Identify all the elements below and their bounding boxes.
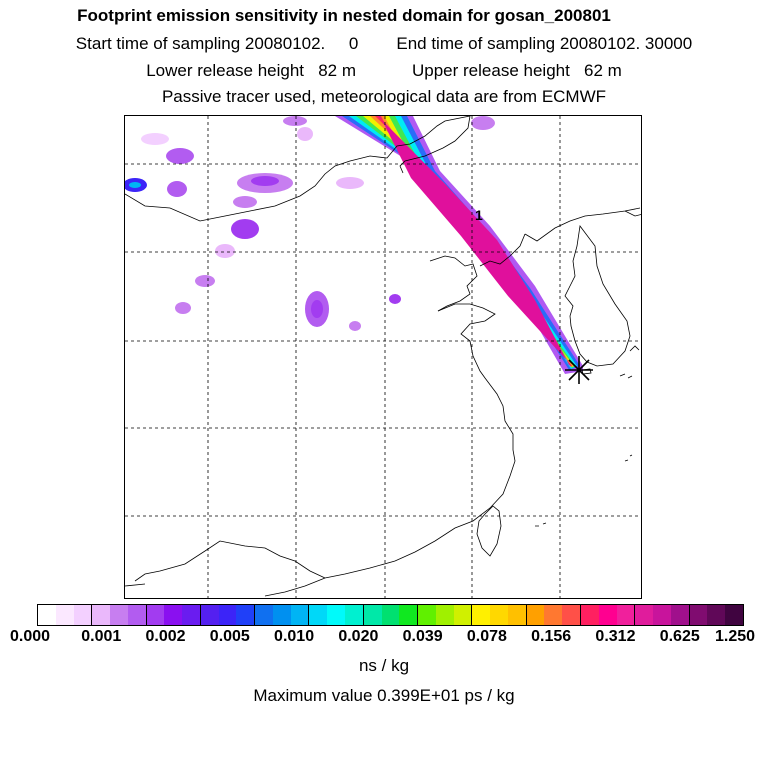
colorbar-swatch [490, 605, 508, 625]
colorbar-swatch [525, 605, 545, 625]
mongolia-border [125, 116, 471, 222]
japan-coast [624, 210, 641, 217]
colorbar-swatch [562, 605, 580, 625]
colorbar-swatch [199, 605, 219, 625]
release-height-line: Lower release height 82 m Upper release h… [0, 61, 768, 81]
colorbar-swatch [471, 605, 491, 625]
colorbar-swatch [254, 605, 273, 625]
lat-lon-grid [125, 116, 641, 598]
end-time-label: End time of sampling 20080102. 30000 [396, 34, 693, 53]
colorbar-swatch [544, 605, 563, 625]
colorbar-swatch [327, 605, 346, 625]
bohai-coast [429, 255, 478, 312]
colorbar-swatch [164, 605, 183, 625]
colorbar-swatch [399, 605, 418, 625]
colorbar-swatch [38, 605, 56, 625]
colorbar-swatch [688, 605, 708, 625]
footprint-map: 1 [124, 115, 642, 599]
colorbar-tick-label: 1.250 [714, 628, 756, 645]
colorbar-swatch [381, 605, 400, 625]
colorbar-swatch [236, 605, 255, 625]
liaodong-coast [479, 233, 526, 267]
colorbar-swatch [653, 605, 671, 625]
colorbar-swatch [127, 605, 146, 625]
colorbar-tick-label: 0.020 [338, 628, 379, 645]
colorbar-swatch [145, 605, 165, 625]
colorbar-swatch [598, 605, 617, 625]
colorbar-tick-label: 0.000 [9, 628, 51, 645]
colorbar-tick-label: 0.078 [466, 628, 507, 645]
colorbar-tick-label: 0.002 [145, 628, 186, 645]
taiwan [476, 505, 502, 557]
colorbar-swatch [435, 605, 454, 625]
colorbar-tick-labels: 0.000 0.001 0.002 0.005 0.010 0.020 0.039 0.078… [0, 628, 768, 650]
colorbar-swatch [218, 605, 237, 625]
footprint-plume [335, 116, 583, 374]
colorbar-tick-label: 0.156 [531, 628, 572, 645]
lower-release-label: Lower release height 82 m [146, 61, 356, 80]
colorbar-swatch [308, 605, 328, 625]
start-time-label: Start time of sampling 20080102. 0 [75, 34, 359, 53]
korea-china-border [524, 207, 641, 242]
japan-islands [619, 345, 640, 379]
colorbar-swatch [110, 605, 128, 625]
colorbar-swatch [272, 605, 291, 625]
sensitivity-patches [125, 116, 495, 331]
colorbar-swatch [345, 605, 363, 625]
colorbar-swatch [507, 605, 526, 625]
colorbar-swatch [182, 605, 200, 625]
colorbar-swatch [579, 605, 599, 625]
colorbar-tick-label: 0.010 [274, 628, 315, 645]
map-canvas: 1 [125, 116, 641, 598]
map-title: Footprint emission sensitivity in nested… [77, 6, 611, 25]
colorbar-swatch [707, 605, 726, 625]
receptor-star [565, 356, 593, 384]
colorbar-swatch [73, 605, 92, 625]
coastlines [125, 116, 641, 597]
colorbar-tick-label: 0.001 [81, 628, 122, 645]
colorbar-swatch [634, 605, 654, 625]
upper-release-label: Upper release height 62 m [412, 61, 622, 80]
colorbar-swatch [417, 605, 436, 625]
colorbar-swatch [616, 605, 635, 625]
colorbar-tick-label: 0.625 [659, 628, 700, 645]
tracer-info: Passive tracer used, meteorological data… [161, 87, 607, 106]
maximum-value-label: Maximum value 0.399E+01 ps / kg [253, 686, 515, 705]
colorbar-swatch [55, 605, 74, 625]
colorbar-tick-label: 0.039 [402, 628, 443, 645]
ryukyu-dots [535, 454, 633, 527]
sampling-time-line: Start time of sampling 20080102. 0 End ti… [0, 34, 768, 54]
colorbar-swatch [725, 605, 743, 625]
korea-peninsula [564, 224, 631, 367]
plume-core [378, 116, 571, 365]
plume-age-label: 1 [475, 207, 483, 223]
colorbar [37, 604, 744, 626]
colorbar-swatch [453, 605, 472, 625]
colorbar-tick-label: 0.312 [595, 628, 636, 645]
colorbar-swatch [670, 605, 689, 625]
manchuria-border [399, 116, 471, 174]
units-label: ns / kg [358, 656, 410, 675]
shandong-coast [264, 303, 516, 597]
colorbar-swatch [362, 605, 382, 625]
hainan-shore [134, 540, 326, 582]
south-china-border [125, 583, 146, 587]
colorbar-swatch [91, 605, 111, 625]
colorbar-swatch [290, 605, 309, 625]
colorbar-tick-label: 0.005 [209, 628, 250, 645]
